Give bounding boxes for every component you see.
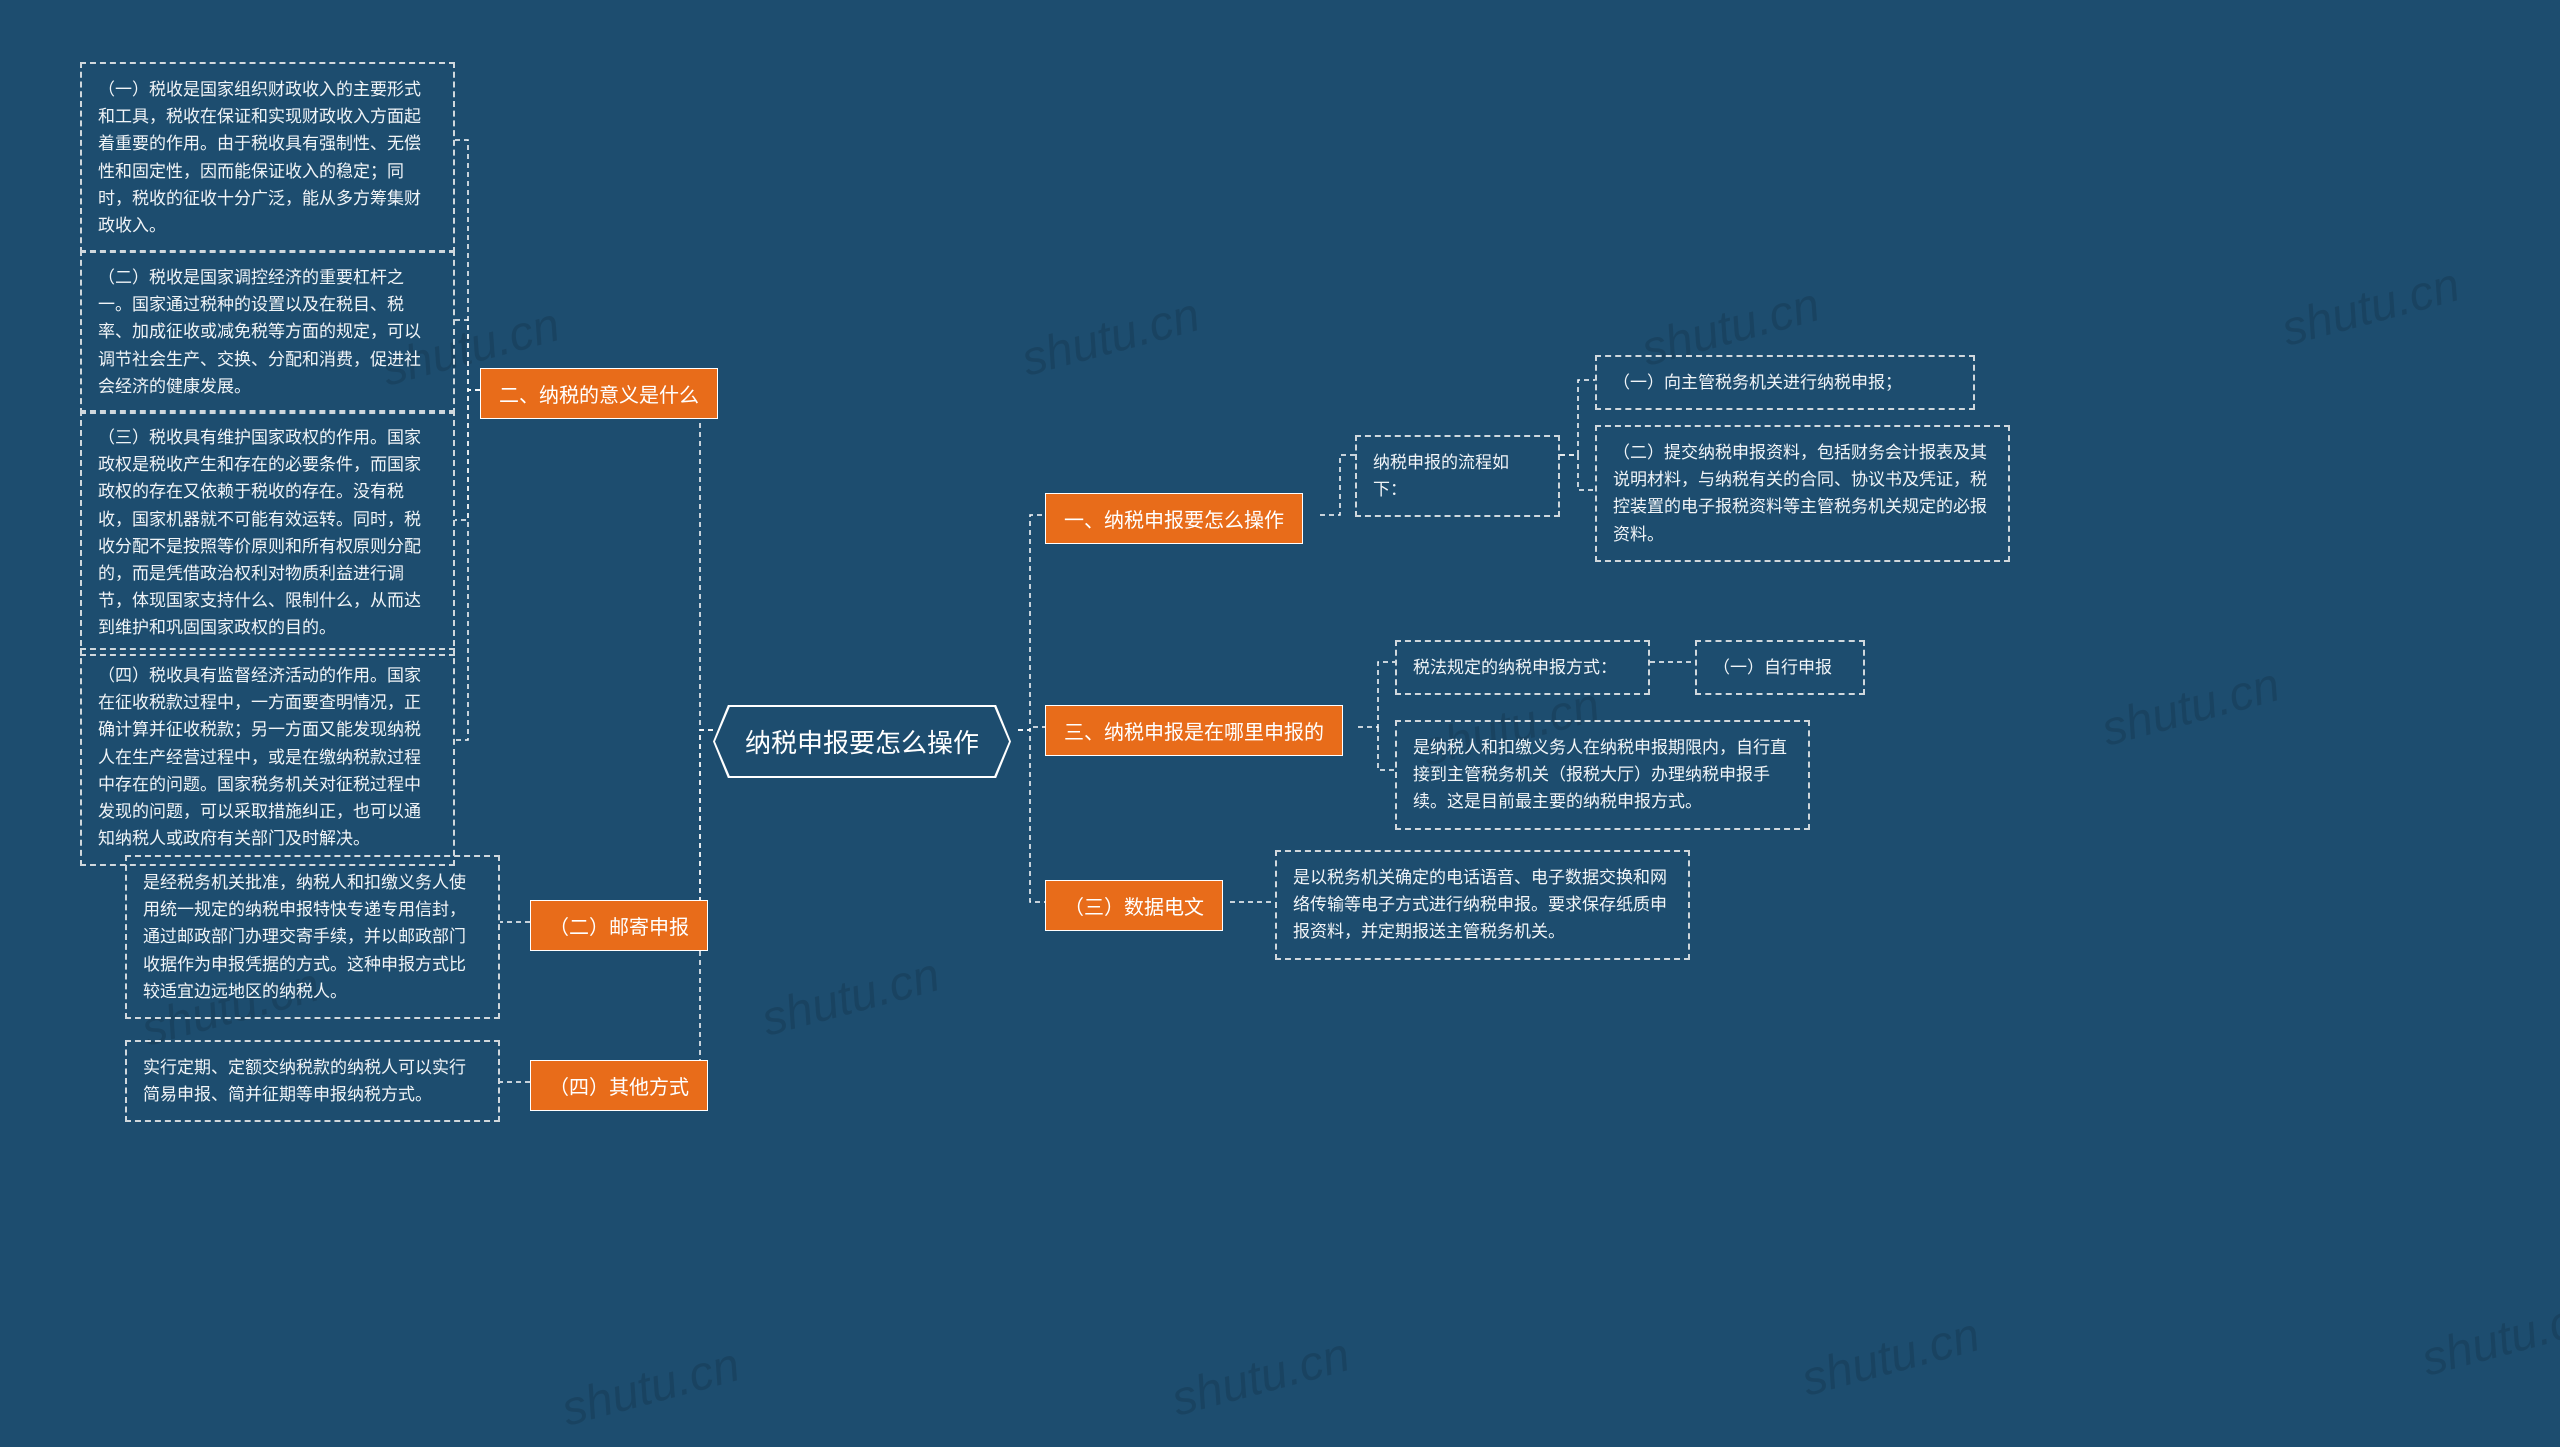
watermark-text: shutu.cn: [556, 1337, 746, 1437]
branch-l1[interactable]: 二、纳税的意义是什么: [480, 368, 718, 419]
r2-leaf-right: （一）自行申报: [1695, 640, 1865, 695]
l3-leaf: 实行定期、定额交纳税款的纳税人可以实行简易申报、简并征期等申报纳税方式。: [125, 1040, 500, 1122]
l1-leaf-1: （一）税收是国家组织财政收入的主要形式和工具，税收在保证和实现财政收入方面起着重…: [80, 62, 455, 253]
r3-leaf: 是以税务机关确定的电话语音、电子数据交换和网络传输等电子方式进行纳税申报。要求保…: [1275, 850, 1690, 960]
watermark-text: shutu.cn: [756, 947, 946, 1047]
l1-leaf-3: （三）税收具有维护国家政权的作用。国家政权是税收产生和存在的必要条件，而国家政权…: [80, 410, 455, 656]
watermark-text: shutu.cn: [2416, 1287, 2560, 1387]
watermark-text: shutu.cn: [2276, 257, 2466, 357]
watermark-text: shutu.cn: [1796, 1307, 1986, 1407]
branch-r2[interactable]: 三、纳税申报是在哪里申报的: [1045, 705, 1343, 756]
r1-leaf-1: （一）向主管税务机关进行纳税申报；: [1595, 355, 1975, 410]
branch-r1[interactable]: 一、纳税申报要怎么操作: [1045, 493, 1303, 544]
watermark-text: shutu.cn: [2096, 657, 2286, 757]
l1-leaf-4: （四）税收具有监督经济活动的作用。国家在征收税款过程中，一方面要查明情况，正确计…: [80, 648, 455, 866]
r2-child: 税法规定的纳税申报方式：: [1395, 640, 1650, 695]
watermark-text: shutu.cn: [1166, 1327, 1356, 1427]
l2-leaf: 是经税务机关批准，纳税人和扣缴义务人使用统一规定的纳税申报特快专递专用信封，通过…: [125, 855, 500, 1019]
l1-leaf-2: （二）税收是国家调控经济的重要杠杆之一。国家通过税种的设置以及在税目、税率、加成…: [80, 250, 455, 414]
r2-leaf-below: 是纳税人和扣缴义务人在纳税申报期限内，自行直接到主管税务机关（报税大厅）办理纳税…: [1395, 720, 1810, 830]
r1-child: 纳税申报的流程如下：: [1355, 435, 1560, 517]
r1-leaf-2: （二）提交纳税申报资料，包括财务会计报表及其说明材料，与纳税有关的合同、协议书及…: [1595, 425, 2010, 562]
center-label: 纳税申报要怎么操作: [715, 707, 1009, 776]
branch-r3[interactable]: （三）数据电文: [1045, 880, 1223, 931]
branch-l3[interactable]: （四）其他方式: [530, 1060, 708, 1111]
watermark-text: shutu.cn: [1016, 287, 1206, 387]
branch-l2[interactable]: （二）邮寄申报: [530, 900, 708, 951]
center-node[interactable]: 纳税申报要怎么操作: [713, 705, 1011, 778]
